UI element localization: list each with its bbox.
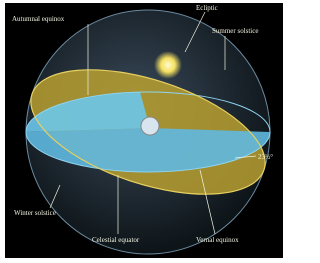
diagram: Autumnal equinox Ecliptic Summer solstic… <box>0 0 288 263</box>
label: Autumnal equinox <box>12 15 65 23</box>
label: Winter solstice <box>14 209 56 217</box>
label: Summer solstice <box>212 27 258 35</box>
label: Vernal equinox <box>196 236 239 244</box>
sun <box>154 51 182 79</box>
label: 23½° <box>258 153 273 161</box>
label: Celestial equator <box>92 236 140 244</box>
earth <box>141 117 159 135</box>
label: Ecliptic <box>196 4 218 12</box>
